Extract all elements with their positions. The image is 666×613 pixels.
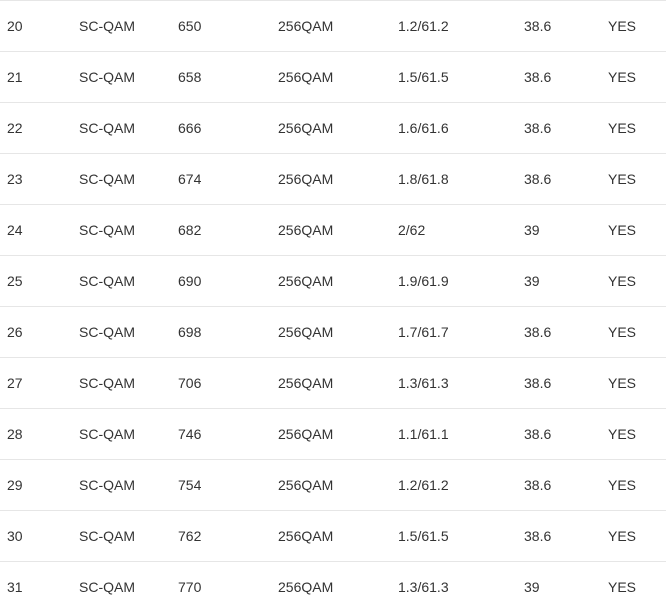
modulation-cell: 256QAM	[278, 408, 398, 460]
channel-type-cell: SC-QAM	[79, 204, 178, 256]
channel-type-cell: SC-QAM	[79, 561, 178, 613]
snr-cell: 38.6	[524, 306, 608, 358]
locked-cell: YES	[608, 561, 666, 613]
snr-cell: 38.6	[524, 0, 608, 52]
modulation-cell: 256QAM	[278, 357, 398, 409]
channel-id-cell: 27	[0, 357, 79, 409]
power-cell: 1.9/61.9	[398, 255, 524, 307]
frequency-cell: 698	[178, 306, 278, 358]
power-cell: 1.3/61.3	[398, 357, 524, 409]
frequency-cell: 682	[178, 204, 278, 256]
table-row: 22 SC-QAM 666 256QAM 1.6/61.6 38.6 YES	[0, 102, 666, 154]
power-cell: 1.2/61.2	[398, 459, 524, 511]
locked-cell: YES	[608, 255, 666, 307]
channel-type-cell: SC-QAM	[79, 459, 178, 511]
power-cell: 1.8/61.8	[398, 153, 524, 205]
snr-cell: 38.6	[524, 357, 608, 409]
frequency-cell: 666	[178, 102, 278, 154]
snr-cell: 38.6	[524, 408, 608, 460]
modulation-cell: 256QAM	[278, 102, 398, 154]
power-cell: 2/62	[398, 204, 524, 256]
table-row: 24 SC-QAM 682 256QAM 2/62 39 YES	[0, 204, 666, 256]
locked-cell: YES	[608, 459, 666, 511]
locked-cell: YES	[608, 357, 666, 409]
frequency-cell: 658	[178, 51, 278, 103]
channel-id-cell: 28	[0, 408, 79, 460]
modulation-cell: 256QAM	[278, 51, 398, 103]
channel-id-cell: 22	[0, 102, 79, 154]
channel-type-cell: SC-QAM	[79, 153, 178, 205]
table-row: 21 SC-QAM 658 256QAM 1.5/61.5 38.6 YES	[0, 51, 666, 103]
table-row: 20 SC-QAM 650 256QAM 1.2/61.2 38.6 YES	[0, 0, 666, 52]
channel-id-cell: 31	[0, 561, 79, 613]
snr-cell: 38.6	[524, 459, 608, 511]
channel-id-cell: 26	[0, 306, 79, 358]
table-row: 28 SC-QAM 746 256QAM 1.1/61.1 38.6 YES	[0, 408, 666, 460]
table-row: 29 SC-QAM 754 256QAM 1.2/61.2 38.6 YES	[0, 459, 666, 511]
modulation-cell: 256QAM	[278, 255, 398, 307]
modulation-cell: 256QAM	[278, 204, 398, 256]
snr-cell: 39	[524, 561, 608, 613]
locked-cell: YES	[608, 153, 666, 205]
channel-id-cell: 21	[0, 51, 79, 103]
power-cell: 1.2/61.2	[398, 0, 524, 52]
power-cell: 1.3/61.3	[398, 561, 524, 613]
snr-cell: 38.6	[524, 153, 608, 205]
channel-type-cell: SC-QAM	[79, 0, 178, 52]
frequency-cell: 690	[178, 255, 278, 307]
frequency-cell: 762	[178, 510, 278, 562]
frequency-cell: 754	[178, 459, 278, 511]
modulation-cell: 256QAM	[278, 459, 398, 511]
table-row: 23 SC-QAM 674 256QAM 1.8/61.8 38.6 YES	[0, 153, 666, 205]
locked-cell: YES	[608, 204, 666, 256]
snr-cell: 39	[524, 255, 608, 307]
locked-cell: YES	[608, 102, 666, 154]
modulation-cell: 256QAM	[278, 510, 398, 562]
modulation-cell: 256QAM	[278, 153, 398, 205]
frequency-cell: 746	[178, 408, 278, 460]
power-cell: 1.6/61.6	[398, 102, 524, 154]
modulation-cell: 256QAM	[278, 0, 398, 52]
table-row: 31 SC-QAM 770 256QAM 1.3/61.3 39 YES	[0, 561, 666, 613]
power-cell: 1.1/61.1	[398, 408, 524, 460]
channel-type-cell: SC-QAM	[79, 51, 178, 103]
locked-cell: YES	[608, 306, 666, 358]
snr-cell: 38.6	[524, 51, 608, 103]
snr-cell: 38.6	[524, 102, 608, 154]
modulation-cell: 256QAM	[278, 306, 398, 358]
channel-type-cell: SC-QAM	[79, 306, 178, 358]
channel-id-cell: 25	[0, 255, 79, 307]
frequency-cell: 770	[178, 561, 278, 613]
table-row: 27 SC-QAM 706 256QAM 1.3/61.3 38.6 YES	[0, 357, 666, 409]
power-cell: 1.5/61.5	[398, 510, 524, 562]
locked-cell: YES	[608, 51, 666, 103]
channel-id-cell: 30	[0, 510, 79, 562]
locked-cell: YES	[608, 408, 666, 460]
snr-cell: 38.6	[524, 510, 608, 562]
channel-id-cell: 29	[0, 459, 79, 511]
locked-cell: YES	[608, 0, 666, 52]
channel-id-cell: 24	[0, 204, 79, 256]
table-row: 26 SC-QAM 698 256QAM 1.7/61.7 38.6 YES	[0, 306, 666, 358]
channel-id-cell: 20	[0, 0, 79, 52]
channel-type-cell: SC-QAM	[79, 408, 178, 460]
modulation-cell: 256QAM	[278, 561, 398, 613]
channel-type-cell: SC-QAM	[79, 357, 178, 409]
channel-id-cell: 23	[0, 153, 79, 205]
frequency-cell: 650	[178, 0, 278, 52]
snr-cell: 39	[524, 204, 608, 256]
frequency-cell: 706	[178, 357, 278, 409]
channel-type-cell: SC-QAM	[79, 510, 178, 562]
power-cell: 1.7/61.7	[398, 306, 524, 358]
frequency-cell: 674	[178, 153, 278, 205]
table-row: 30 SC-QAM 762 256QAM 1.5/61.5 38.6 YES	[0, 510, 666, 562]
channel-type-cell: SC-QAM	[79, 102, 178, 154]
power-cell: 1.5/61.5	[398, 51, 524, 103]
locked-cell: YES	[608, 510, 666, 562]
channel-type-cell: SC-QAM	[79, 255, 178, 307]
table-row: 25 SC-QAM 690 256QAM 1.9/61.9 39 YES	[0, 255, 666, 307]
